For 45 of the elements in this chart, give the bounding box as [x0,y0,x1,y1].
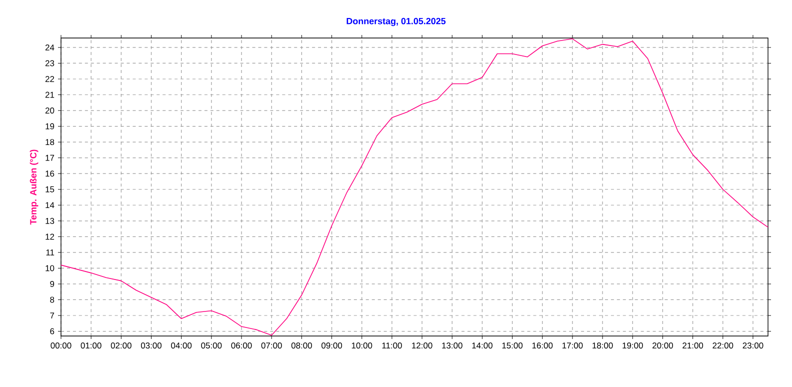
x-tick-label: 15:00 [502,342,523,349]
y-tick-label: 16 [46,170,54,177]
y-tick-label: 12 [46,234,54,240]
y-tick-label: 21 [45,92,54,98]
y-tick-label: 19 [46,123,54,130]
y-axis-title: Temp. Außen (°C) [30,150,38,225]
x-tick-label: 04:00 [171,342,192,349]
x-tick-label: 18:00 [592,342,613,349]
x-tick-label: 07:00 [261,342,282,349]
x-tick-label: 23:00 [742,342,764,349]
x-tick-label: 06:00 [231,342,252,349]
x-tick-label: 16:00 [532,342,553,349]
y-tick-label: 17 [46,154,54,161]
x-tick-label: 00:00 [50,342,72,349]
x-tick-label: 11:00 [382,342,402,349]
x-tick-label: 02:00 [110,342,132,349]
x-tick-label: 03:00 [140,342,162,349]
chart-title: Donnerstag, 01.05.2025 [346,18,446,26]
y-tick-label: 23 [45,60,54,66]
y-tick-label: 6 [50,328,54,334]
x-tick-label: 14:00 [472,342,492,349]
y-tick-label: 7 [50,312,54,318]
y-tick-label: 9 [50,280,54,287]
y-tick-label: 13 [46,218,54,224]
x-tick-label: 08:00 [291,342,312,349]
y-tick-label: 8 [50,296,54,303]
x-tick-label: 09:00 [322,342,342,349]
y-tick-label: 11 [46,250,54,256]
y-tick-label: 10 [46,265,54,272]
x-tick-label: 12:00 [412,342,432,349]
x-tick-label: 20:00 [652,342,673,349]
y-tick-label: 22 [45,76,54,82]
y-tick-label: 15 [46,186,54,192]
y-tick-label: 20 [45,108,54,114]
x-tick-label: 05:00 [201,342,222,349]
y-tick-label: 24 [45,44,54,50]
y-tick-label: 14 [46,202,54,208]
x-tick-label: 21:00 [682,342,704,349]
x-tick-label: 17:00 [562,342,583,349]
x-tick-label: 10:00 [352,342,372,349]
x-tick-label: 19:00 [622,342,643,349]
x-tick-label: 01:00 [80,342,102,349]
y-tick-label: 18 [46,139,54,146]
x-tick-label: 13:00 [442,342,462,349]
x-tick-label: 22:00 [712,342,734,349]
